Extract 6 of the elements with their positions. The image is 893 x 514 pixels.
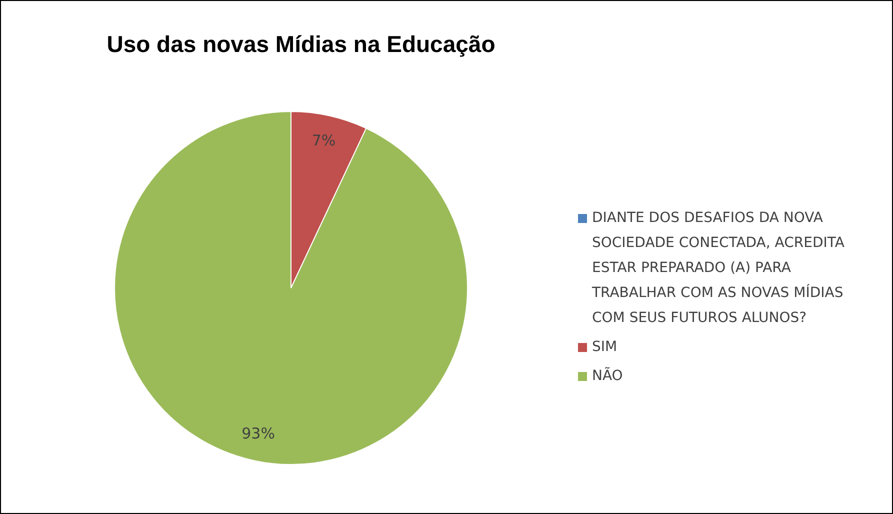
data-label: 7% xyxy=(312,131,336,150)
legend-label: SIM xyxy=(592,339,618,355)
data-label: 93% xyxy=(242,424,275,442)
chart-title: Uso das novas Mídias na Educação xyxy=(106,31,496,58)
legend-label: DIANTE DOS DESAFIOS DA NOVA SOCIEDADE CONECTADA, ACREDITA ESTAR PREPARADO (A) PARA TRABALHAR COM AS NOVAS MÍDIAS COM SEUS FUTUROS ALUNOS? xyxy=(592,210,844,326)
legend-label: NÃO xyxy=(592,368,623,384)
